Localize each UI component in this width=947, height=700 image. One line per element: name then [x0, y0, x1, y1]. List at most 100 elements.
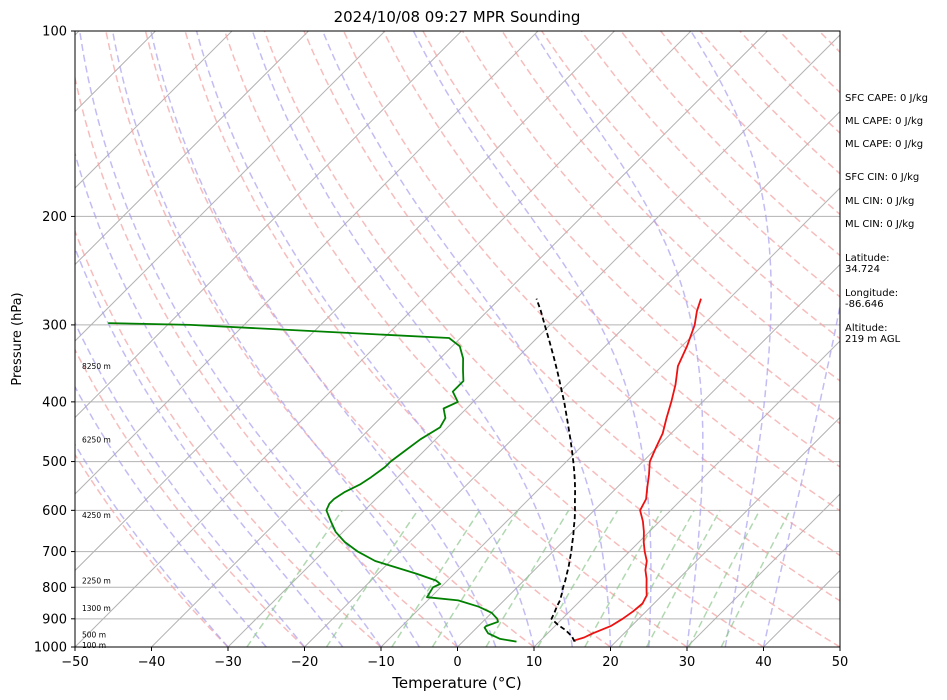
dry-adiabat: [501, 31, 840, 382]
moist-adiabat: [75, 443, 229, 647]
sounding-parameter: ML CAPE: 0 J/kg: [845, 139, 924, 150]
isotherm-line: [227, 34, 840, 647]
plot-frame: [74, 30, 841, 648]
mixing-ratio-line: [645, 509, 721, 647]
y-tick-label: 900: [42, 612, 67, 627]
isotherm-line: [75, 31, 692, 647]
dry-adiabat: [75, 74, 458, 647]
y-axis-label: Pressure (hPa): [10, 292, 25, 385]
x-ticks: −50 −40 −30 −20 −10 0 10 20 30 40 50: [61, 647, 848, 670]
x-tick-label: 0: [453, 655, 461, 670]
background-lines: [0, 31, 840, 647]
parcel-trace: [535, 298, 576, 643]
isotherm-line: [304, 110, 840, 647]
moist-adiabat: [75, 246, 344, 647]
moist-adiabat: [762, 302, 840, 647]
dry-adiabat: [422, 31, 840, 468]
isotherm-line: [533, 340, 840, 647]
x-tick-label: −20: [291, 655, 318, 670]
moist-adiabat: [251, 31, 574, 647]
sounding-parameter: Altitude: 219 m AGL: [845, 323, 901, 345]
dry-adiabat: [223, 31, 764, 647]
mixing-ratio-line: [584, 509, 663, 647]
mixing-ratio-line: [246, 509, 343, 647]
moist-adiabat: [150, 31, 497, 647]
dry-adiabat: [303, 31, 840, 602]
y-ticks: 1000 900 800 700 600 500 400 300 200 100: [34, 25, 75, 656]
y-tick-label: 600: [42, 504, 67, 519]
moist-adiabat: [195, 31, 535, 647]
mixing-ratio-line: [485, 509, 570, 647]
height-label: 8250 m: [82, 362, 111, 371]
x-tick-label: −40: [138, 655, 165, 670]
mixing-ratio-line: [688, 509, 761, 647]
temperature-trace: [573, 298, 702, 642]
height-label: 6250 m: [82, 435, 111, 444]
x-tick-label: −50: [61, 655, 88, 670]
x-tick-label: 10: [526, 655, 543, 670]
isotherm-line: [75, 31, 233, 189]
x-tick-label: −30: [214, 655, 241, 670]
mixing-ratio-line: [431, 509, 519, 647]
x-tick-label: −10: [367, 655, 394, 670]
dry-adiabat: [105, 31, 535, 647]
isotherm-line: [686, 493, 840, 647]
sounding-parameter: ML CIN: 0 J/kg: [845, 196, 915, 207]
y-tick-label: 500: [42, 455, 67, 470]
moist-adiabat: [111, 31, 459, 647]
dry-adiabat: [75, 229, 382, 647]
isotherm-line: [0, 31, 3, 647]
sounding-parameter: Latitude: 34.724: [845, 253, 890, 275]
height-label: 4250 m: [82, 511, 111, 520]
dry-adiabat: [580, 31, 840, 298]
height-label: 2250 m: [82, 577, 111, 586]
dry-adiabat: [144, 31, 611, 647]
y-tick-label: 400: [42, 395, 67, 410]
sounding-parameter: SFC CAPE: 0 J/kg: [845, 93, 928, 104]
dry-adiabat: [263, 31, 840, 647]
dry-adiabat: [75, 453, 229, 647]
data-series: [108, 298, 702, 643]
mixing-ratio-line: [618, 509, 695, 647]
x-tick-label: 40: [755, 655, 772, 670]
x-axis-label: Temperature (°C): [391, 674, 521, 692]
y-tick-label: 1000: [34, 641, 67, 656]
sounding-parameter: ML CIN: 0 J/kg: [845, 219, 915, 230]
dewpoint-trace: [108, 322, 517, 643]
dry-adiabat: [461, 31, 840, 425]
x-tick-label: 20: [602, 655, 619, 670]
moist-adiabat: [532, 31, 704, 647]
moist-adiabat: [75, 385, 267, 647]
height-label: 500 m: [82, 631, 106, 640]
x-tick-label: 50: [832, 655, 849, 670]
isotherm-line: [75, 31, 615, 572]
y-tick-label: 700: [42, 545, 67, 560]
sounding-parameter: Longitude: -86.646: [845, 288, 899, 310]
moist-adiabat: [75, 320, 306, 647]
height-label: 1300 m: [82, 604, 111, 613]
sounding-parameter: SFC CIN: 0 J/kg: [845, 172, 920, 183]
dry-adiabat: [382, 31, 840, 512]
y-tick-label: 100: [42, 25, 67, 40]
mixing-ratio-line: [720, 509, 791, 647]
y-tick-label: 200: [42, 210, 67, 225]
moist-adiabat: [75, 151, 382, 647]
isotherm-line: [75, 31, 309, 266]
chart-title: 2024/10/08 09:27 MPR Sounding: [334, 8, 581, 26]
isotherm-line: [75, 31, 462, 419]
isotherm-line: [610, 416, 840, 647]
y-tick-label: 300: [42, 318, 67, 333]
moist-adiabat: [78, 31, 420, 647]
mixing-ratio-line: [537, 509, 619, 647]
isotherm-line: [457, 263, 840, 647]
mixing-ratio-line: [391, 509, 481, 647]
isotherm-line: [75, 31, 386, 342]
x-tick-label: 30: [679, 655, 696, 670]
sounding-parameter: ML CAPE: 0 J/kg: [845, 116, 924, 127]
dry-adiabat: [75, 348, 306, 647]
height-label: 100 m: [82, 641, 106, 650]
moist-adiabat: [690, 31, 772, 647]
dry-adiabat: [541, 31, 840, 340]
